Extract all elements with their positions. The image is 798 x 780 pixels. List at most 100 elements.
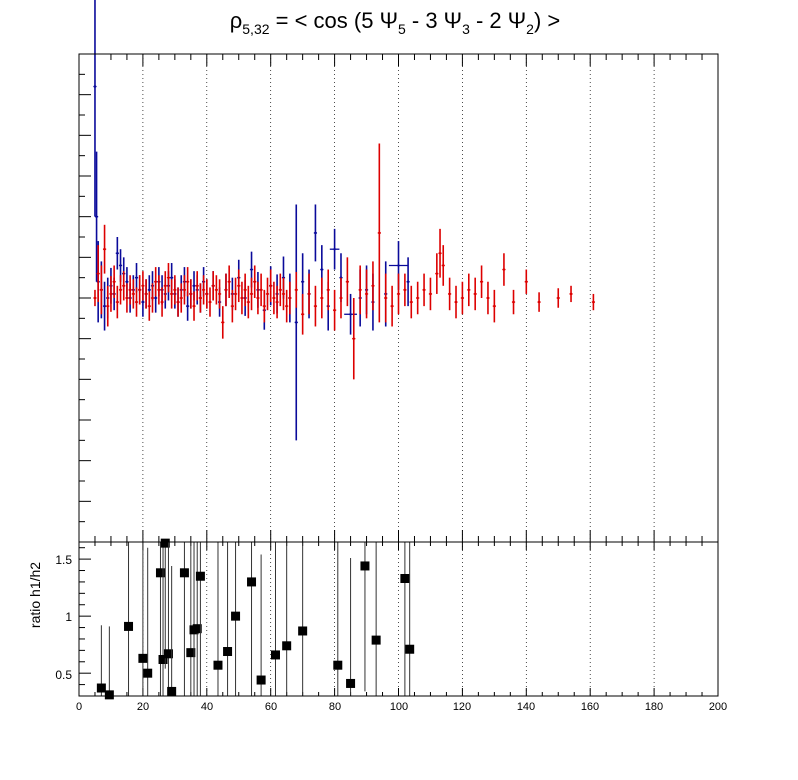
- point-marker: [301, 280, 304, 283]
- ratio-marker: [192, 624, 202, 634]
- ratio-point: [231, 542, 241, 696]
- point-marker: [196, 284, 199, 287]
- red-point: [301, 293, 305, 335]
- point-marker: [333, 309, 336, 312]
- red-point: [537, 292, 541, 312]
- point-marker: [116, 252, 119, 255]
- point-marker: [391, 305, 394, 308]
- point-marker: [269, 284, 272, 287]
- red-point: [371, 261, 375, 311]
- point-marker: [113, 280, 116, 283]
- point-marker: [154, 280, 157, 283]
- point-marker: [212, 284, 215, 287]
- bottom-panel-series: [96, 538, 415, 700]
- point-marker: [103, 248, 106, 251]
- red-point: [221, 306, 225, 339]
- point-marker: [279, 288, 282, 291]
- y-tick-label-1-5: 1.5: [55, 553, 72, 567]
- red-point: [448, 277, 452, 311]
- red-point: [288, 281, 292, 315]
- point-marker: [371, 284, 374, 287]
- red-point: [160, 287, 164, 317]
- red-point: [147, 291, 151, 321]
- ratio-marker: [186, 648, 196, 658]
- red-point: [492, 289, 496, 323]
- point-marker: [189, 292, 192, 295]
- point-marker: [250, 268, 253, 271]
- red-point: [243, 273, 247, 307]
- ratio-marker: [270, 650, 280, 660]
- ratio-point: [282, 542, 292, 696]
- point-marker: [109, 292, 112, 295]
- point-marker: [116, 301, 119, 304]
- x-tick-label-20: 20: [137, 701, 149, 713]
- ratio-marker: [400, 574, 410, 584]
- point-marker: [301, 313, 304, 316]
- point-marker: [403, 288, 406, 291]
- point-marker: [183, 288, 186, 291]
- ratio-marker: [405, 644, 415, 654]
- ratio-point: [223, 542, 233, 696]
- point-marker: [308, 292, 311, 295]
- ratio-point: [195, 542, 205, 696]
- point-marker: [161, 301, 164, 304]
- red-point: [150, 283, 155, 313]
- ratio-point: [192, 542, 202, 696]
- chart-title: ρ5,32 = < cos (5 Ψ5 - 3 Ψ3 - 2 Ψ2) >: [230, 8, 561, 37]
- red-point: [524, 269, 528, 294]
- point-marker: [93, 85, 96, 88]
- ratio-point: [167, 565, 177, 696]
- blue-point: [294, 204, 298, 441]
- x-tick-label-180: 180: [645, 701, 663, 713]
- point-marker: [234, 292, 237, 295]
- red-point: [109, 276, 113, 312]
- x-tick-label-140: 140: [517, 701, 535, 713]
- ratio-point: [186, 542, 196, 696]
- red-point: [345, 257, 349, 307]
- red-point: [154, 267, 158, 297]
- red-point: [422, 273, 426, 307]
- red-point: [390, 285, 394, 327]
- point-marker: [164, 284, 167, 287]
- point-marker: [256, 297, 259, 299]
- point-marker: [327, 288, 330, 291]
- point-marker: [135, 301, 138, 304]
- red-point: [479, 265, 484, 298]
- point-marker: [231, 305, 234, 308]
- point-marker: [106, 305, 109, 308]
- point-marker: [129, 288, 132, 291]
- point-marker: [138, 288, 141, 291]
- point-marker: [221, 321, 224, 324]
- red-point: [403, 273, 407, 307]
- ratio-marker: [371, 635, 381, 645]
- ratio-point: [213, 542, 223, 696]
- point-marker: [202, 288, 205, 291]
- red-point: [313, 285, 318, 327]
- bottom-panel-gridlines: [142, 542, 655, 696]
- ratio-point: [158, 542, 168, 696]
- red-point: [438, 228, 442, 278]
- ratio-marker: [223, 647, 233, 657]
- red-point: [352, 298, 356, 380]
- point-marker: [186, 305, 189, 308]
- point-marker: [333, 248, 336, 251]
- ratio-point: [96, 625, 106, 696]
- ratio-point: [346, 557, 356, 696]
- red-point: [163, 271, 167, 301]
- red-point: [240, 281, 244, 315]
- point-marker: [486, 297, 489, 299]
- red-point: [198, 283, 203, 313]
- ratio-marker: [160, 538, 170, 548]
- red-point: [556, 288, 560, 308]
- point-marker: [320, 297, 323, 299]
- red-point: [253, 265, 257, 298]
- red-point: [339, 277, 343, 319]
- ratio-marker: [167, 686, 177, 696]
- point-marker: [141, 284, 144, 287]
- red-point: [278, 273, 282, 307]
- red-point: [358, 265, 362, 315]
- x-tick-label-40: 40: [201, 701, 213, 713]
- red-point: [227, 265, 231, 298]
- blue-point: [313, 204, 318, 262]
